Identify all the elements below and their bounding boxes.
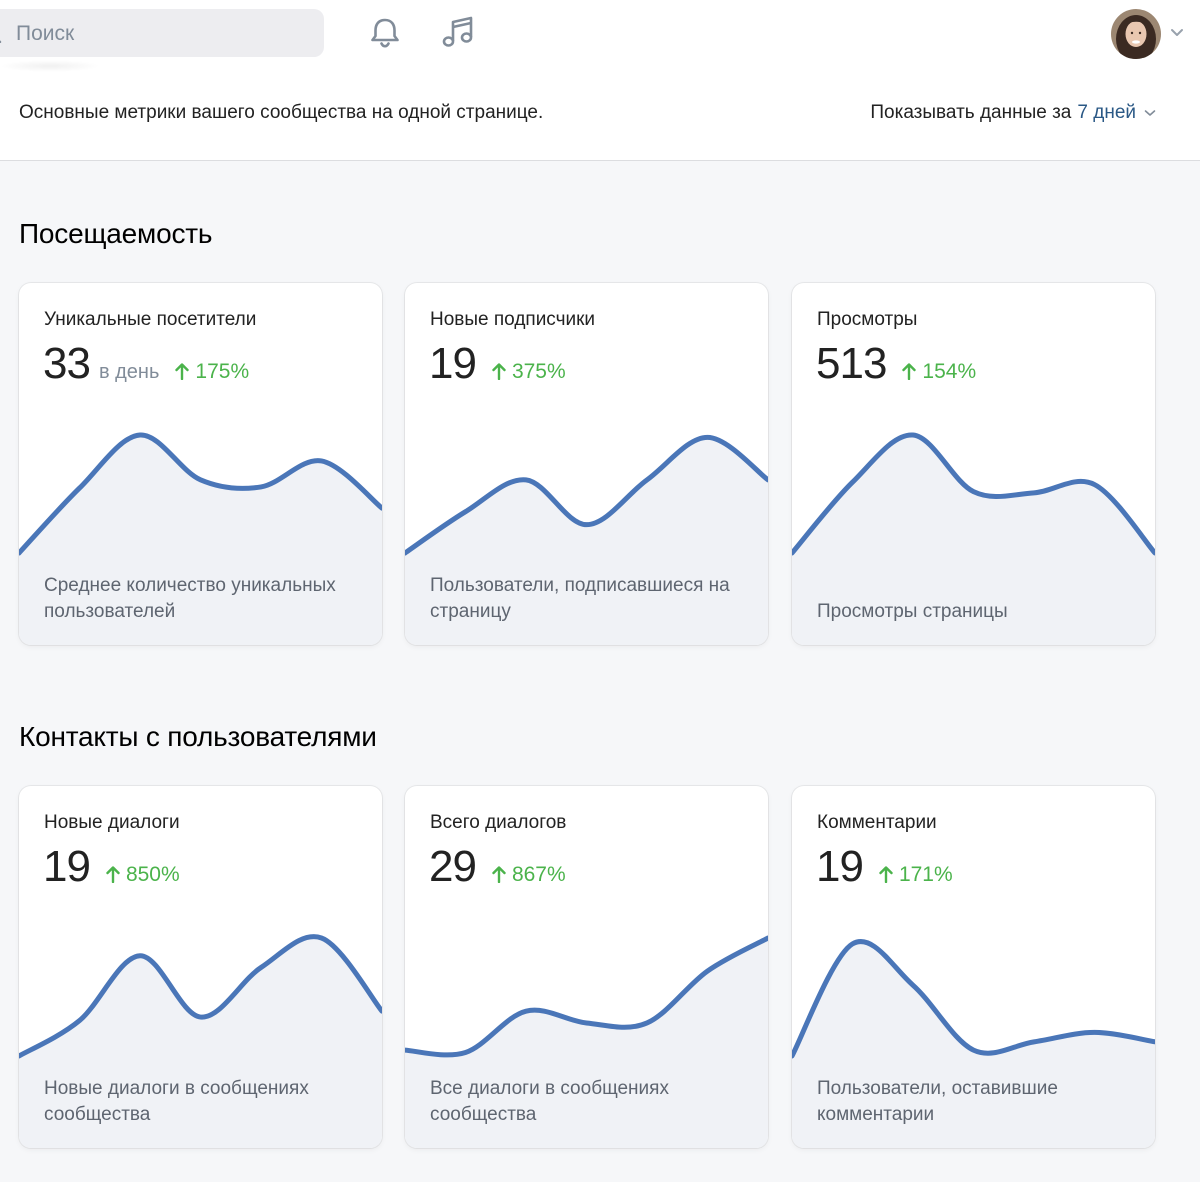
page-description: Основные метрики вашего сообщества на од…	[19, 102, 544, 123]
trend-area	[405, 938, 768, 1148]
card-title: Просмотры	[817, 309, 918, 330]
period-selector[interactable]: Показывать данные за 7 дней	[870, 102, 1156, 124]
card-value-row: 33 в день 175%	[43, 339, 249, 389]
metric-card-new-dialogs[interactable]: Новые диалоги 19 850% Новые диалоги в со…	[19, 786, 382, 1148]
avatar-image	[1111, 9, 1161, 59]
arrow-up-icon	[492, 866, 506, 883]
trend-line	[19, 432, 382, 556]
trend-area	[19, 936, 382, 1148]
trend-area	[19, 434, 382, 645]
trend-chart	[792, 939, 1155, 1148]
card-description: Пользователи, оставившие комментарии	[817, 1078, 1058, 1125]
music-icon[interactable]	[438, 12, 478, 52]
metric-card-comments[interactable]: Комментарии 19 171% Пользователи, остави…	[792, 786, 1155, 1148]
metric-card-views[interactable]: Просмотры 513 154% Просмотры страницы	[792, 283, 1155, 645]
arrow-up-icon	[492, 363, 506, 380]
search-icon	[0, 40, 2, 43]
card-value-row: 19 850%	[43, 842, 180, 892]
card-value: 19	[429, 339, 477, 388]
card-delta-value: 171%	[898, 863, 953, 886]
trend-chart	[792, 432, 1155, 645]
card-value: 513	[816, 339, 887, 388]
trend-line	[405, 935, 768, 1058]
card-description: Все диалоги в сообщениях сообщества	[430, 1078, 669, 1125]
section-title-contacts: Контакты с пользователями	[19, 721, 377, 752]
card-value-row: 19 171%	[816, 842, 953, 892]
card-delta-value: 175%	[195, 360, 250, 383]
card-title: Всего диалогов	[430, 812, 567, 833]
trend-chart	[19, 934, 382, 1148]
trend-area	[792, 941, 1155, 1148]
card-delta-value: 154%	[922, 360, 977, 383]
trend-chart	[405, 434, 768, 645]
card-delta: 175%	[175, 360, 249, 384]
card-title: Новые диалоги	[44, 812, 180, 833]
bell-icon[interactable]	[365, 12, 405, 52]
card-value: 29	[429, 842, 477, 891]
card-delta-value: 850%	[125, 863, 180, 886]
card-description: Просмотры страницы	[817, 601, 1008, 622]
card-delta: 867%	[492, 863, 566, 887]
trend-area	[792, 434, 1155, 645]
metric-card-total-dialogs[interactable]: Всего диалогов 29 867% Все диалоги в соо…	[405, 786, 768, 1148]
card-delta: 850%	[106, 863, 180, 887]
trend-line	[405, 434, 768, 556]
card-title: Уникальные посетители	[44, 309, 257, 330]
period-value-link[interactable]: 7 дней	[1077, 102, 1136, 123]
search-input[interactable]	[14, 9, 308, 59]
card-title: Новые подписчики	[430, 309, 596, 330]
section-title-attendance: Посещаемость	[19, 218, 213, 249]
metric-card-new-subscribers[interactable]: Новые подписчики 19 375% Пользователи, п…	[405, 283, 768, 645]
card-delta-value: 867%	[511, 863, 566, 886]
search-box[interactable]	[0, 9, 324, 59]
trend-line	[19, 934, 382, 1059]
trend-chart	[19, 432, 382, 645]
trend-line	[792, 939, 1155, 1059]
trend-line	[792, 432, 1155, 556]
chevron-down-icon[interactable]	[1170, 27, 1184, 37]
card-value-row: 513 154%	[816, 339, 976, 389]
card-description: Пользователи, подписавшиеся на страницу	[430, 575, 730, 622]
card-description: Среднее количество уникальных пользовате…	[44, 575, 336, 622]
card-value: 33	[43, 339, 91, 388]
trend-area	[405, 437, 768, 645]
arrow-up-icon	[106, 866, 120, 883]
arrow-up-icon	[879, 866, 893, 883]
arrow-up-icon	[175, 363, 190, 380]
card-delta: 375%	[492, 360, 566, 384]
card-delta-value: 375%	[511, 360, 566, 383]
card-description: Новые диалоги в сообщениях сообщества	[44, 1078, 309, 1125]
card-unit: в день	[98, 361, 160, 383]
top-bar: Основные метрики вашего сообщества на од…	[0, 0, 1200, 161]
card-title: Комментарии	[817, 812, 937, 833]
metric-card-unique-visitors[interactable]: Уникальные посетители 33 в день 175% Сре…	[19, 283, 382, 645]
card-value-row: 19 375%	[429, 339, 566, 389]
avatar[interactable]	[1111, 9, 1161, 59]
search-shadow	[0, 60, 100, 72]
chevron-down-icon	[1144, 110, 1156, 116]
trend-chart	[405, 935, 768, 1148]
card-value: 19	[816, 842, 864, 891]
card-value-row: 29 867%	[429, 842, 566, 892]
card-delta: 171%	[879, 863, 953, 887]
card-value: 19	[43, 842, 91, 891]
period-label: Показывать данные за	[870, 102, 1072, 123]
arrow-up-icon	[902, 363, 917, 380]
card-delta: 154%	[902, 360, 976, 384]
